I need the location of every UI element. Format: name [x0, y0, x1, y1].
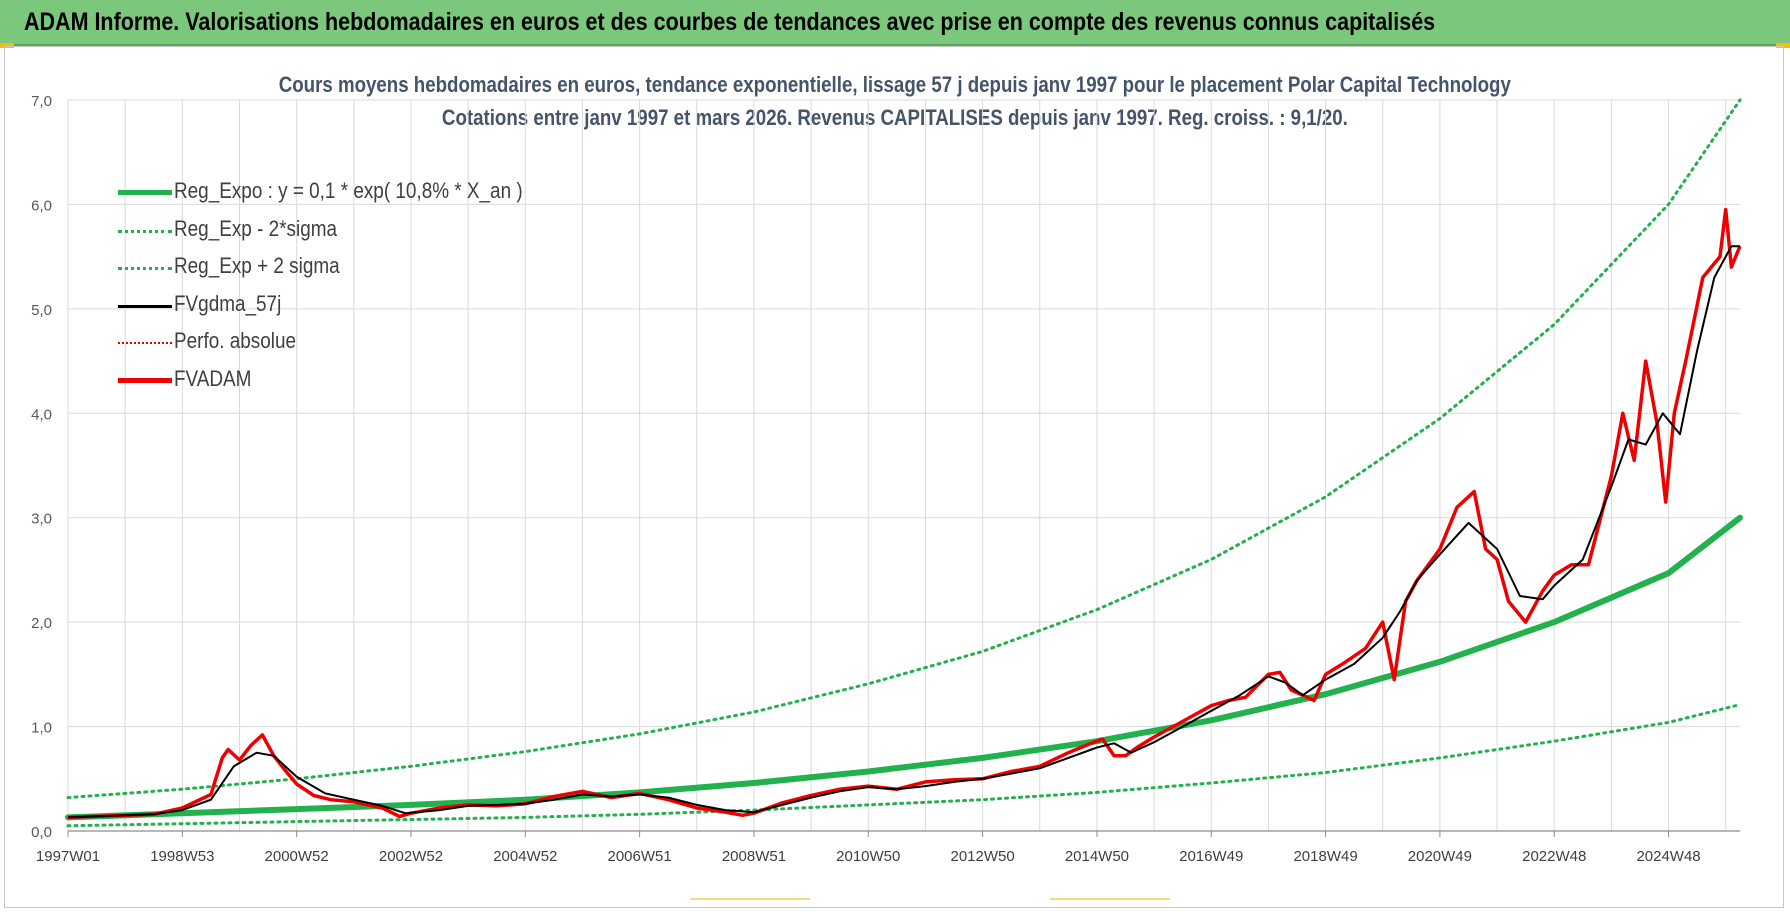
banner: ADAM Informe. Valorisations hebdomadaire…: [0, 0, 1790, 46]
y-tick-label: 7,0: [31, 93, 52, 110]
x-tick-label: 2024W48: [1636, 848, 1700, 865]
y-tick-label: 6,0: [31, 197, 52, 214]
corner-marker: [0, 43, 14, 48]
legend-label-fvadam: FVADAM: [174, 365, 252, 391]
x-tick-label: 2006W51: [608, 848, 672, 865]
x-tick-label: 1997W01: [36, 848, 100, 865]
x-tick-label: 2008W51: [722, 848, 786, 865]
chart-title-line-2-text: Cotations entre janv 1997 et mars 2026. …: [442, 105, 1348, 130]
x-tick-label: 2022W48: [1522, 848, 1586, 865]
x-tick-label: 2000W52: [265, 848, 329, 865]
legend-swatch-reg-expo: [118, 190, 172, 195]
x-tick-label: 2016W49: [1179, 848, 1243, 865]
legend-label-fvgdma: FVgdma_57j: [174, 290, 282, 316]
x-tick-label: 2014W50: [1065, 848, 1129, 865]
bottom-marker: [690, 898, 810, 900]
legend-swatch-reg-exp-minus-sigma: [118, 229, 172, 233]
chart-title-line-1: Cours moyens hebdomadaires en euros, ten…: [0, 72, 1790, 98]
x-tick-label: 2004W52: [493, 848, 557, 865]
banner-title: ADAM Informe. Valorisations hebdomadaire…: [24, 8, 1436, 36]
legend-label-reg-expo: Reg_Expo : y = 0,1 * exp( 10,8% * X_an ): [174, 178, 523, 203]
series-fvadam-line: [67, 207, 1742, 820]
legend-label-reg-exp-plus-sigma: Reg_Exp + 2 sigma: [174, 253, 340, 278]
legend-swatch-reg-exp-plus-sigma: [118, 267, 172, 270]
legend-label-perfo-absolue: Perfo. absolue: [174, 328, 297, 353]
x-tick-label: 2018W49: [1293, 848, 1357, 865]
legend-label-reg-exp-minus-sigma: Reg_Exp - 2*sigma: [174, 215, 338, 241]
corner-marker: [1776, 43, 1790, 48]
bottom-marker: [1050, 898, 1170, 900]
series-fvgdma-line: [67, 245, 1740, 819]
x-tick-label: 2012W50: [950, 848, 1014, 865]
y-tick-label: 1,0: [31, 720, 52, 737]
legend-swatch-fvgdma: [118, 304, 172, 308]
x-tick-label: 1998W53: [150, 848, 214, 865]
y-tick-label: 3,0: [31, 511, 52, 528]
y-tick-label: 0,0: [31, 824, 52, 841]
chart-title-line-1-text: Cours moyens hebdomadaires en euros, ten…: [278, 72, 1512, 97]
legend-swatch-fvadam: [118, 377, 172, 383]
y-tick-label: 5,0: [31, 302, 52, 319]
x-tick-label: 2020W49: [1408, 848, 1472, 865]
legend-swatch-perfo-absolue: [118, 342, 172, 344]
chart-frame: [4, 46, 1784, 908]
y-tick-label: 4,0: [31, 406, 52, 423]
series-reg-exp-plus-sigma-line: [66, 98, 1742, 800]
x-tick-label: 2002W52: [379, 848, 443, 865]
x-tick-label: 2010W50: [836, 848, 900, 865]
y-tick-label: 2,0: [31, 615, 52, 632]
chart-title-line-2: Cotations entre janv 1997 et mars 2026. …: [0, 105, 1790, 131]
series-reg-expo-line: [65, 514, 1743, 821]
series-reg-exp-minus-sigma-line: [66, 703, 1742, 828]
